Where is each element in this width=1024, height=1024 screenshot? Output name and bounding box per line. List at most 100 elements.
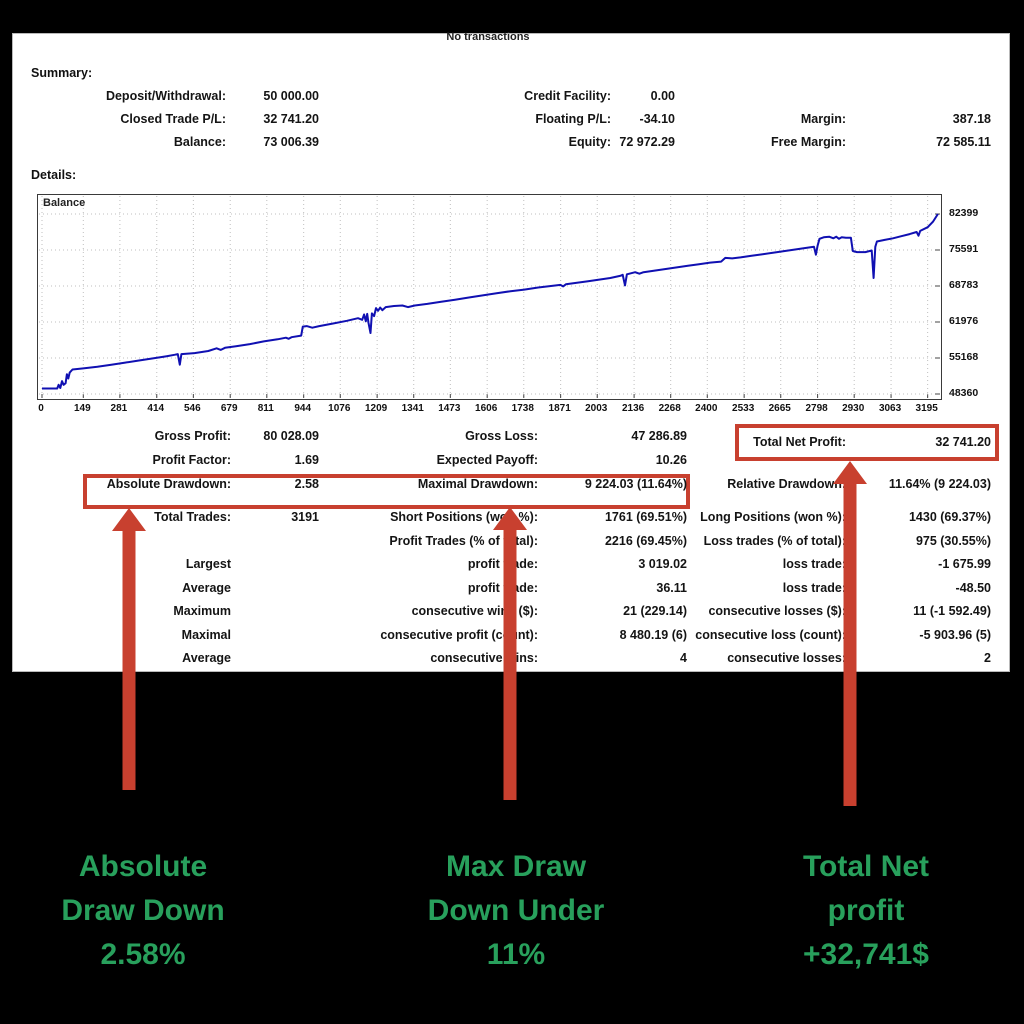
x-axis-tick-label: 1606	[475, 403, 498, 414]
stat-label: consecutive losses ($):	[708, 604, 846, 618]
caption-line: 2.58%	[100, 938, 186, 971]
x-axis-tick-label: 1076	[328, 403, 351, 414]
x-axis-tick-label: 2136	[621, 403, 645, 414]
summary-value: 32 741.20	[263, 112, 319, 126]
caption-absolute-drawdown: Absolute Draw Down 2.58%	[13, 845, 273, 977]
caption-line: +32,741$	[803, 938, 929, 971]
stat-value: 2216 (69.45%)	[604, 534, 687, 548]
stat-label: Largest	[185, 557, 231, 571]
stat-value: 21 (229.14)	[623, 604, 687, 618]
caption-total-net-profit: Total Net profit +32,741$	[736, 845, 996, 977]
stat-value: 36.11	[656, 581, 687, 595]
summary-heading: Summary:	[31, 66, 93, 80]
stat-label: Long Positions (won %):	[700, 510, 846, 524]
summary-value: 72 585.11	[936, 135, 991, 149]
stat-value: 1.69	[294, 453, 319, 467]
summary-label: Closed Trade P/L:	[120, 112, 226, 126]
x-axis-tick-label: 281	[110, 403, 128, 414]
stat-value: 8 480.19 (6)	[619, 628, 687, 642]
x-axis-tick-label: 1209	[365, 403, 388, 414]
stat-value: 11.64% (9 224.03)	[888, 477, 991, 491]
x-axis-tick-label: 1341	[401, 403, 424, 414]
stat-label: Maximal Drawdown:	[417, 477, 538, 491]
stat-label: Gross Profit:	[154, 429, 231, 443]
summary-value: -34.10	[639, 112, 675, 126]
y-axis-tick-label: 48360	[949, 387, 979, 399]
x-axis-tick-label: 149	[73, 403, 91, 414]
stat-value: 4	[680, 651, 687, 665]
summary-label: Balance:	[173, 135, 226, 149]
caption-max-drawdown: Max Draw Down Under 11%	[386, 845, 646, 977]
y-axis-tick-label: 82399	[949, 207, 979, 219]
caption-line: Draw Down	[61, 894, 225, 927]
stat-label: Total Trades:	[154, 510, 231, 524]
details-heading: Details:	[31, 168, 77, 182]
highlight-box-drawdown	[83, 474, 690, 509]
stat-value: 10.26	[655, 453, 687, 467]
stat-label: loss trade:	[782, 581, 846, 595]
x-axis-tick-label: 2003	[585, 403, 608, 414]
summary-label: Credit Facility:	[524, 89, 611, 103]
x-axis-tick-label: 546	[184, 403, 201, 414]
x-axis-tick-label: 2268	[658, 403, 681, 414]
summary-value: 0.00	[650, 89, 675, 103]
stat-value: 2	[984, 651, 991, 665]
stat-label: consecutive loss (count):	[695, 628, 846, 642]
x-axis-tick-label: 944	[294, 403, 312, 414]
stat-label: Expected Payoff:	[436, 453, 538, 467]
y-axis-tick-label: 55168	[949, 351, 979, 363]
stat-value: -5 903.96 (5)	[919, 628, 991, 642]
stat-label: Average	[182, 651, 231, 665]
summary-label: Free Margin:	[770, 135, 846, 149]
x-axis-tick-label: 2930	[842, 403, 865, 414]
highlight-box-total-net-profit	[735, 424, 999, 461]
caption-line: profit	[827, 894, 905, 927]
stat-value: -1 675.99	[938, 557, 991, 571]
total-net-profit-value: 32 741.20	[935, 435, 991, 449]
summary-label: Floating P/L:	[535, 112, 611, 126]
stat-value: -48.50	[955, 581, 991, 595]
y-axis-tick-label: 61976	[949, 315, 979, 327]
summary-value: 50 000.00	[263, 89, 319, 103]
stat-value: 47 286.89	[631, 429, 687, 443]
caption-line: Max Draw	[445, 850, 587, 883]
stat-value: 1430 (69.37%)	[908, 510, 991, 524]
x-axis-tick-label: 2665	[768, 403, 791, 414]
stat-label: Average	[182, 581, 231, 595]
stat-value: 11 (-1 592.49)	[913, 604, 991, 618]
stat-label: Loss trades (% of total):	[703, 534, 846, 548]
summary-value: 73 006.39	[263, 135, 319, 149]
caption-line: 11%	[486, 938, 546, 971]
stat-value: 2.58	[294, 477, 319, 491]
stat-label: Maximal	[181, 628, 231, 642]
total-net-profit-label: Total Net Profit:	[753, 435, 846, 449]
x-axis-tick-label: 3195	[915, 403, 938, 414]
x-axis-tick-label: 1473	[438, 403, 461, 414]
x-axis-tick-label: 414	[147, 403, 165, 414]
no-transactions-text: No transactions	[446, 31, 530, 43]
caption-line: Total Net	[802, 850, 930, 883]
y-axis-tick-label: 68783	[949, 279, 979, 291]
stat-value: 9 224.03 (11.64%)	[584, 477, 687, 491]
stat-value: 3191	[291, 510, 319, 524]
x-axis-tick-label: 1738	[511, 403, 534, 414]
stat-label: Maximum	[173, 604, 231, 618]
x-axis-tick-label: 2798	[805, 403, 828, 414]
stat-value: 80 028.09	[263, 429, 319, 443]
chart-legend-balance: Balance	[43, 197, 86, 209]
stat-label: Gross Loss:	[465, 429, 538, 443]
x-axis-tick-label: 679	[220, 403, 238, 414]
balance-curve-svg	[39, 196, 940, 398]
summary-value: 387.18	[952, 112, 991, 126]
caption-line: Down Under	[427, 894, 605, 927]
stat-value: 975 (30.55%)	[915, 534, 991, 548]
caption-line: Absolute	[78, 850, 208, 883]
summary-label: Deposit/Withdrawal:	[105, 89, 226, 103]
stat-label: loss trade:	[782, 557, 846, 571]
summary-label: Equity:	[568, 135, 611, 149]
stat-label: Relative Drawdown:	[727, 477, 846, 491]
stat-label: Absolute Drawdown:	[106, 477, 231, 491]
x-axis-tick-label: 2400	[695, 403, 718, 414]
summary-value: 72 972.29	[619, 135, 675, 149]
x-axis-tick-label: 1871	[548, 403, 571, 414]
